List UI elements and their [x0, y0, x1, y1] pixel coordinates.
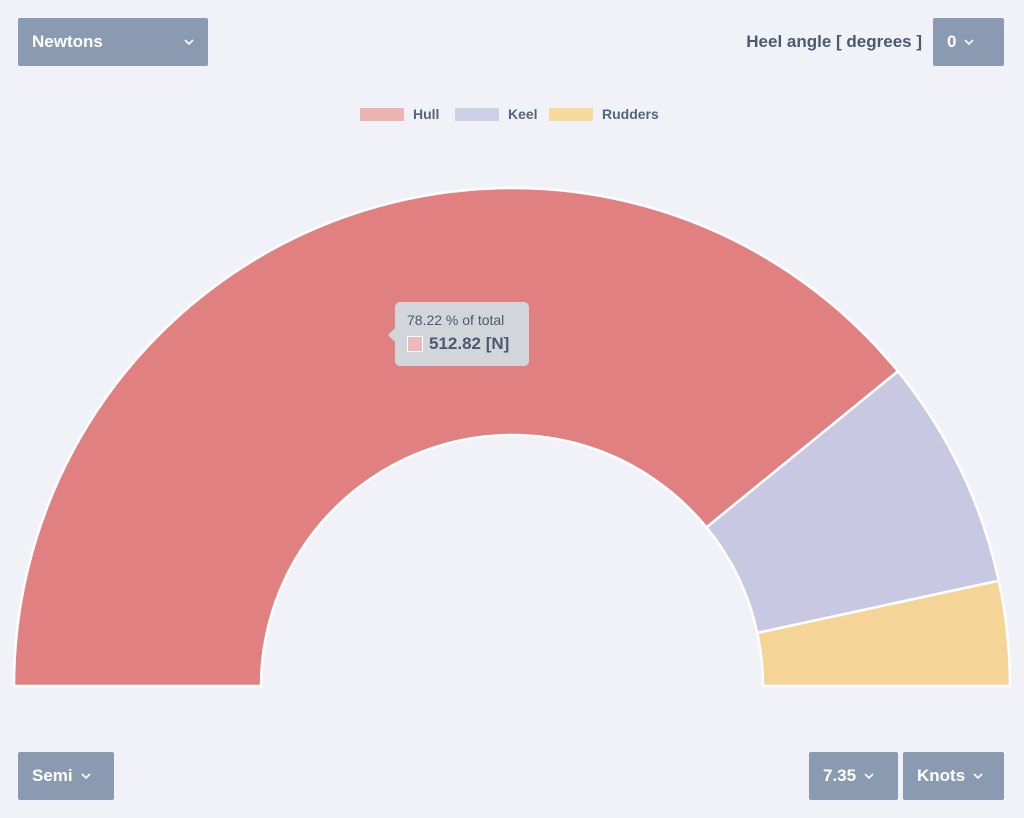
unit-dropdown[interactable]: Newtons: [18, 18, 208, 66]
speed-value: 7.35: [823, 766, 857, 785]
chevron-down-icon: [973, 772, 983, 780]
chart-tooltip: 78.22 % of total 512.82 [N]: [388, 302, 529, 366]
speed-dropdown[interactable]: 7.35: [809, 752, 898, 800]
unit-dropdown-label: Newtons: [32, 32, 103, 51]
legend-swatch-hull[interactable]: [360, 108, 404, 121]
hull-type-dropdown[interactable]: Semi: [18, 752, 114, 800]
heel-angle-value: 0: [947, 32, 957, 51]
tooltip-value: 512.82 [N]: [429, 334, 510, 353]
legend-label-hull[interactable]: Hull: [413, 106, 439, 122]
chevron-down-icon: [864, 772, 874, 780]
chevron-down-icon: [81, 772, 91, 780]
legend-label-keel[interactable]: Keel: [508, 106, 538, 122]
tooltip-percent: 78.22 % of total: [407, 312, 505, 328]
chevron-down-icon: [184, 38, 194, 46]
speed-unit-dropdown[interactable]: Knots: [903, 752, 1004, 800]
legend-swatch-rudders[interactable]: [549, 108, 593, 121]
chevron-down-icon: [964, 38, 975, 46]
slice-rudders[interactable]: [755, 579, 1012, 688]
speed-unit-value: Knots: [917, 766, 966, 785]
legend-label-rudders[interactable]: Rudders: [602, 106, 659, 122]
slice-hull[interactable]: [12, 186, 900, 688]
chart-legend: Hull Keel Rudders: [360, 106, 659, 122]
heel-angle-dropdown[interactable]: 0: [933, 18, 1004, 66]
chart-slices: [12, 186, 1012, 688]
legend-swatch-keel[interactable]: [455, 108, 499, 121]
tooltip-swatch: [407, 336, 423, 352]
heel-angle-label: Heel angle [ degrees ]: [746, 32, 922, 51]
hull-type-value: Semi: [32, 766, 73, 785]
